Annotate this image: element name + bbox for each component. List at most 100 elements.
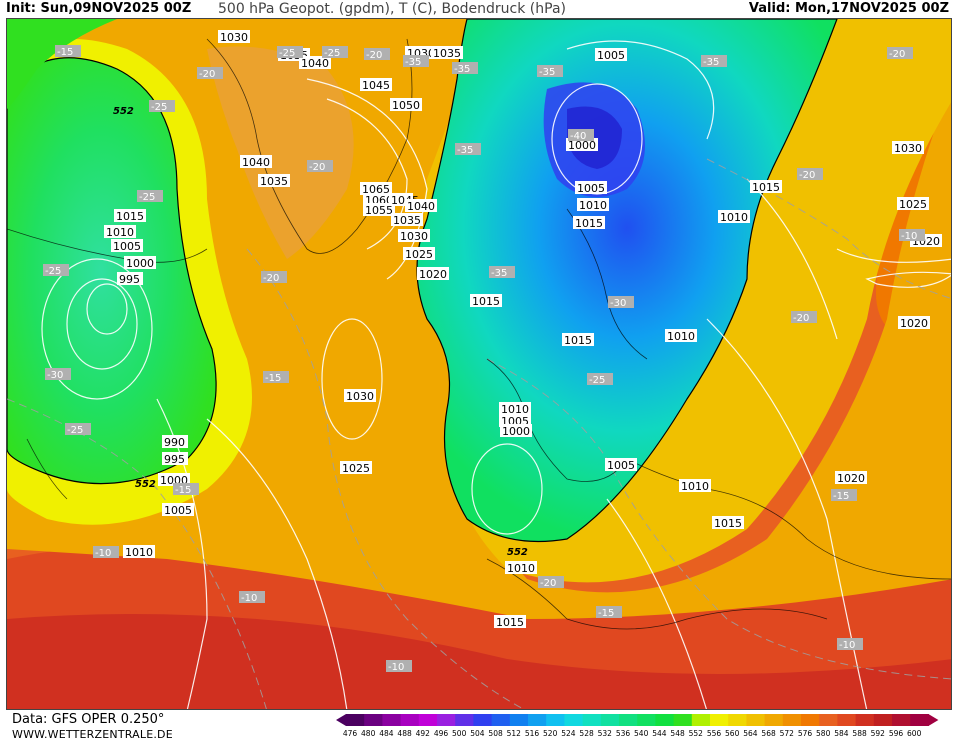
svg-text:995: 995 xyxy=(164,453,185,466)
legend-tick-label: 572 xyxy=(779,729,794,738)
svg-text:-30: -30 xyxy=(47,370,63,381)
svg-text:1005: 1005 xyxy=(577,182,605,195)
legend-swatch xyxy=(418,714,438,726)
legend-swatch xyxy=(346,714,365,726)
svg-text:1015: 1015 xyxy=(752,181,780,194)
legend-swatch xyxy=(746,714,766,726)
svg-text:-25: -25 xyxy=(139,192,155,203)
svg-text:1000: 1000 xyxy=(502,425,530,438)
legend-swatch xyxy=(382,714,402,726)
geopot-band-darkred xyxy=(7,614,951,709)
svg-text:1005: 1005 xyxy=(164,504,192,517)
legend-tick-label: 528 xyxy=(579,729,594,738)
svg-text:1065: 1065 xyxy=(362,183,390,196)
svg-text:1020: 1020 xyxy=(419,268,447,281)
svg-text:1040: 1040 xyxy=(242,156,270,169)
svg-text:1010: 1010 xyxy=(579,199,607,212)
legend-tick-label: 552 xyxy=(688,729,703,738)
svg-text:1035: 1035 xyxy=(260,175,288,188)
svg-text:995: 995 xyxy=(119,273,140,286)
legend-swatch xyxy=(437,714,456,726)
svg-text:-25: -25 xyxy=(151,102,167,113)
svg-text:1030: 1030 xyxy=(894,142,922,155)
legend-swatch xyxy=(564,714,584,726)
trough-core-deep xyxy=(567,106,622,169)
legend-swatch xyxy=(655,714,675,726)
svg-text:1025: 1025 xyxy=(405,248,433,261)
geopot-label: 552 xyxy=(135,479,156,490)
svg-text:1055: 1055 xyxy=(365,204,393,217)
legend-swatch xyxy=(528,714,547,726)
legend-tick-label: 496 xyxy=(433,729,449,738)
svg-text:-35: -35 xyxy=(457,145,473,156)
init-time: Init: Sun,09NOV2025 00Z xyxy=(6,1,192,16)
map-canvas: 552 552 552 1030 1035 1040 1030 1035 104… xyxy=(7,19,951,709)
legend-swatch xyxy=(673,714,693,726)
svg-text:1020: 1020 xyxy=(837,472,865,485)
legend-swatch xyxy=(364,714,383,726)
legend-tick-label: 592 xyxy=(870,729,885,738)
legend-tick-label: 476 xyxy=(342,729,358,738)
geopot-band-orange xyxy=(7,19,951,619)
legend-tick-label: 488 xyxy=(397,729,412,738)
website-credit: WWW.WETTERZENTRALE.DE xyxy=(12,728,173,741)
legend-tick-label: 576 xyxy=(797,729,813,738)
svg-text:1000: 1000 xyxy=(568,139,596,152)
svg-text:1050: 1050 xyxy=(392,99,420,112)
svg-text:1010: 1010 xyxy=(125,546,153,559)
legend-swatch xyxy=(782,714,802,726)
svg-text:-10: -10 xyxy=(388,662,404,673)
legend-tick-label: 532 xyxy=(597,729,612,738)
svg-text:-25: -25 xyxy=(45,266,61,277)
legend-tick-label: 480 xyxy=(361,729,376,738)
legend-swatch xyxy=(801,714,820,726)
svg-text:-30: -30 xyxy=(610,298,626,309)
legend-tick-label: 564 xyxy=(743,729,758,738)
legend-tick-label: 492 xyxy=(415,729,430,738)
color-legend: 476 480 484 488 492 496 500 504 508 512 516 520 524 5… xyxy=(336,714,956,740)
legend-tick-label: 556 xyxy=(706,729,722,738)
svg-text:-35: -35 xyxy=(539,67,555,78)
legend-tick-label: 536 xyxy=(615,729,631,738)
legend-tick-label: 560 xyxy=(725,729,740,738)
svg-text:-10: -10 xyxy=(241,593,257,604)
svg-text:1010: 1010 xyxy=(106,226,134,239)
legend-swatch xyxy=(910,714,929,726)
legend-labels: 476 480 484 488 492 496 500 504 508 512 516 520 524 5… xyxy=(336,729,956,739)
geopot-label: 552 xyxy=(113,106,134,117)
legend-tick-label: 544 xyxy=(652,729,667,738)
svg-text:-20: -20 xyxy=(309,162,325,173)
svg-text:1045: 1045 xyxy=(362,79,390,92)
map-header: Init: Sun,09NOV2025 00Z 500 hPa Geopot. … xyxy=(0,0,959,18)
northwest-green-strip xyxy=(7,19,117,109)
svg-text:1005: 1005 xyxy=(607,459,635,472)
svg-text:-35: -35 xyxy=(491,268,507,279)
legend-swatch xyxy=(600,714,620,726)
svg-text:-15: -15 xyxy=(598,608,614,619)
legend-tick-label: 600 xyxy=(907,729,922,738)
svg-text:-25: -25 xyxy=(67,425,83,436)
svg-text:-15: -15 xyxy=(833,491,849,502)
svg-text:1015: 1015 xyxy=(564,334,592,347)
svg-text:-10: -10 xyxy=(901,231,917,242)
legend-swatch xyxy=(819,714,838,726)
legend-swatch xyxy=(400,714,420,726)
legend-tick-label: 568 xyxy=(761,729,776,738)
svg-text:1025: 1025 xyxy=(899,198,927,211)
legend-swatch xyxy=(728,714,747,726)
svg-text:-15: -15 xyxy=(57,47,73,58)
svg-text:1010: 1010 xyxy=(681,480,709,493)
svg-text:990: 990 xyxy=(164,436,185,449)
legend-tick-label: 548 xyxy=(670,729,685,738)
legend-tick-label: 524 xyxy=(561,729,576,738)
legend-tick-label: 588 xyxy=(852,729,867,738)
legend-tick-label: 500 xyxy=(452,729,467,738)
valid-time: Valid: Mon,17NOV2025 00Z xyxy=(748,1,949,16)
svg-text:-15: -15 xyxy=(175,485,191,496)
legend-swatch xyxy=(619,714,638,726)
legend-tick-label: 520 xyxy=(543,729,558,738)
legend-tick-label: 596 xyxy=(888,729,904,738)
legend-swatch xyxy=(892,714,911,726)
svg-text:1015: 1015 xyxy=(575,217,603,230)
legend-swatch xyxy=(491,714,511,726)
